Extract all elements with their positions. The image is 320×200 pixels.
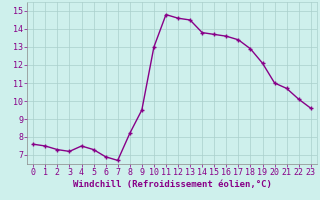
X-axis label: Windchill (Refroidissement éolien,°C): Windchill (Refroidissement éolien,°C) bbox=[73, 180, 271, 189]
